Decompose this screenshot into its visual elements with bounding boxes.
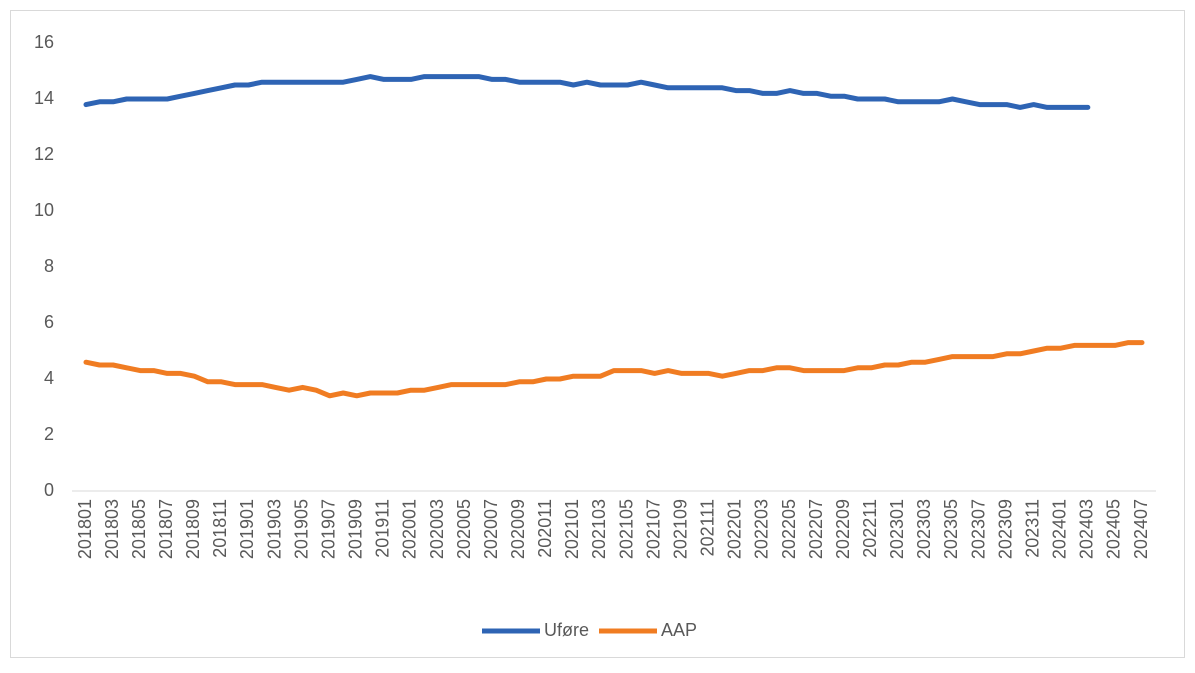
x-tick-label: 201801 (75, 499, 95, 559)
x-tick-label: 202405 (1104, 499, 1124, 559)
x-tick-label: 202107 (643, 499, 663, 559)
x-tick-label: 202103 (589, 499, 609, 559)
y-tick-label: 16 (34, 32, 54, 52)
x-tick-label: 202105 (616, 499, 636, 559)
x-tick-label: 202005 (454, 499, 474, 559)
x-tick-label: 201907 (318, 499, 338, 559)
y-tick-label: 14 (34, 88, 54, 108)
x-tick-label: 201909 (346, 499, 366, 559)
x-tick-label: 202407 (1131, 499, 1151, 559)
x-tick-label: 202211 (860, 499, 880, 558)
x-tick-label: 202303 (914, 499, 934, 559)
x-tick-label: 201807 (156, 499, 176, 559)
y-tick-label: 10 (34, 200, 54, 220)
x-tick-label: 201905 (291, 499, 311, 559)
y-tick-label: 0 (44, 480, 54, 500)
x-tick-label: 202311 (1022, 499, 1042, 558)
x-tick-label: 202109 (670, 499, 690, 559)
x-tick-label: 202205 (779, 499, 799, 559)
x-tick-label: 202009 (508, 499, 528, 559)
x-tick-label: 202307 (968, 499, 988, 559)
x-tick-label: 201803 (102, 499, 122, 559)
x-tick-label: 201903 (264, 499, 284, 559)
x-tick-label: 202209 (833, 499, 853, 559)
x-tick-label: 202003 (427, 499, 447, 559)
x-tick-label: 202111 (698, 499, 718, 556)
chart-border (10, 10, 1185, 658)
x-tick-label: 202401 (1050, 499, 1070, 559)
y-tick-label: 6 (44, 312, 54, 332)
x-tick-label: 201809 (183, 499, 203, 559)
y-tick-label: 12 (34, 144, 54, 164)
x-tick-label: 202207 (806, 499, 826, 559)
y-tick-label: 2 (44, 424, 54, 444)
x-tick-label: 202101 (562, 499, 582, 559)
legend-label: AAP (661, 620, 697, 640)
y-tick-label: 8 (44, 256, 54, 276)
x-tick-label: 202305 (941, 499, 961, 559)
x-tick-label: 201901 (237, 499, 257, 559)
legend-label: Uføre (544, 620, 589, 640)
x-tick-label: 202011 (535, 499, 555, 558)
x-tick-label: 201911 (373, 499, 393, 558)
x-tick-label: 202203 (752, 499, 772, 559)
x-tick-label: 202001 (400, 499, 420, 559)
x-tick-label: 202007 (481, 499, 501, 559)
x-tick-label: 202301 (887, 499, 907, 559)
x-tick-label: 202403 (1077, 499, 1097, 559)
series-line (83, 340, 1145, 399)
series-line (83, 74, 1091, 110)
y-tick-label: 4 (44, 368, 54, 388)
x-tick-label: 202201 (725, 499, 745, 559)
x-tick-label: 201805 (129, 499, 149, 559)
x-tick-label: 201811 (210, 499, 230, 558)
x-tick-label: 202309 (995, 499, 1015, 559)
